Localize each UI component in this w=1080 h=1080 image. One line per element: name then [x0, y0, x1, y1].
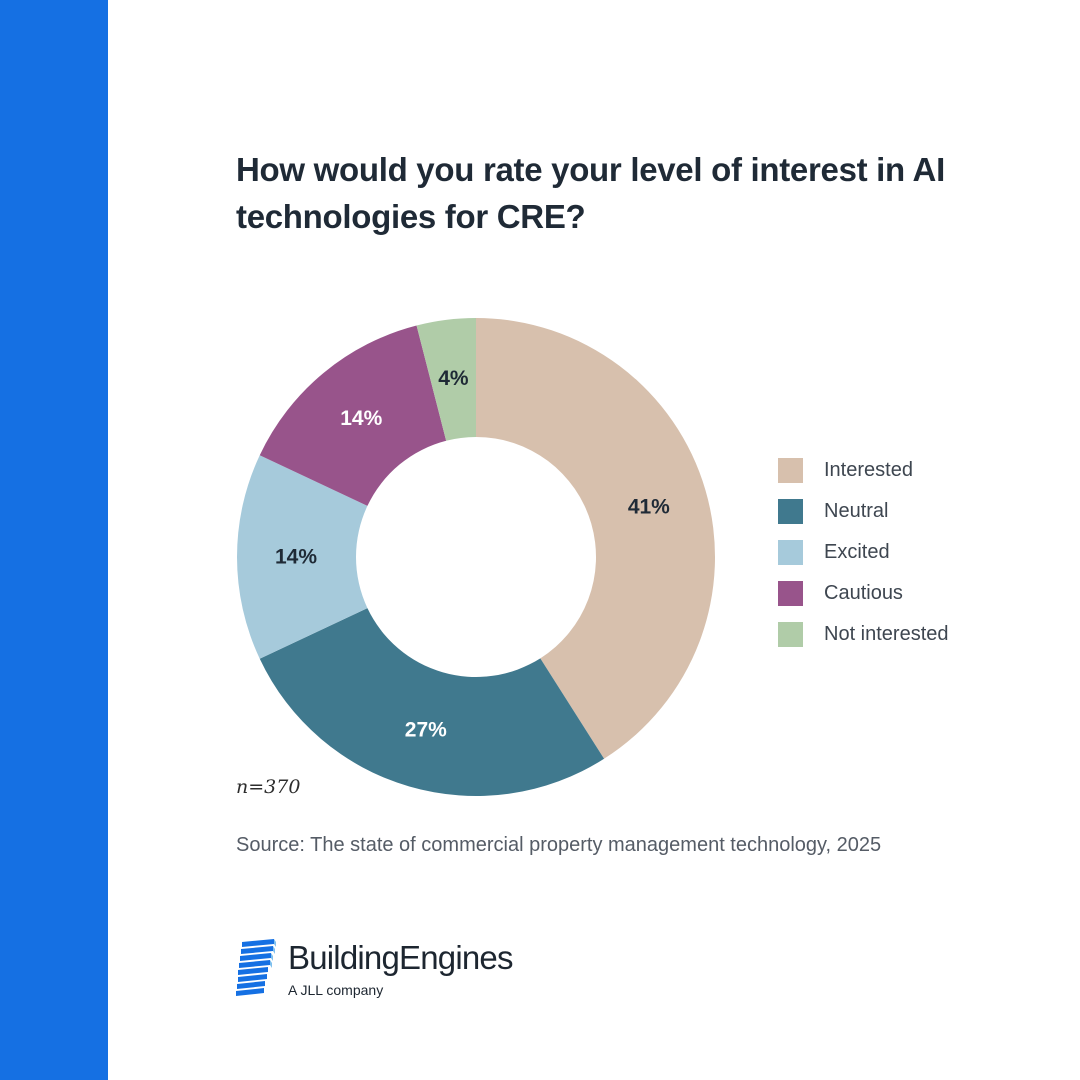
donut-slice-not-interested — [416, 318, 476, 441]
legend-label-interested: Interested — [824, 459, 913, 481]
donut-chart: 41% 27% 14% 14% 4% — [237, 318, 715, 796]
donut-slice-excited — [237, 455, 368, 659]
legend-item-not-interested: Not interested — [778, 614, 949, 655]
chart-legend: Interested Neutral Excited Cautious Not inte… — [778, 450, 949, 655]
legend-label-not-interested: Not interested — [824, 623, 949, 645]
legend-item-interested: Interested — [778, 450, 949, 491]
company-logo: BuildingEngines A JLL company — [236, 938, 513, 1000]
legend-label-cautious: Cautious — [824, 582, 903, 604]
legend-swatch-neutral — [778, 499, 803, 524]
donut-slice-neutral — [259, 608, 605, 796]
legend-label-excited: Excited — [824, 541, 890, 563]
chart-title: How would you rate your level of interes… — [236, 151, 945, 235]
legend-swatch-excited — [778, 540, 803, 565]
building-stripes-icon — [236, 939, 276, 996]
legend-label-neutral: Neutral — [824, 500, 889, 522]
legend-item-excited: Excited — [778, 532, 949, 573]
data-label-neutral: 27% — [405, 718, 447, 741]
sample-size: n=370 — [236, 776, 301, 798]
legend-swatch-cautious — [778, 581, 803, 606]
donut-slice-interested — [476, 318, 715, 759]
legend-swatch-not-interested — [778, 622, 803, 647]
legend-item-neutral: Neutral — [778, 491, 949, 532]
source-note: Source: The state of commercial property… — [236, 834, 882, 856]
brand-name: BuildingEngines — [288, 939, 513, 976]
data-label-not-interested: 4% — [438, 367, 469, 390]
donut-slice-cautious — [259, 325, 447, 506]
data-label-cautious: 14% — [340, 407, 382, 430]
legend-swatch-interested — [778, 458, 803, 483]
side-accent-bar — [0, 0, 108, 1080]
brand-tagline: A JLL company — [288, 982, 384, 998]
data-label-excited: 14% — [275, 546, 317, 569]
legend-item-cautious: Cautious — [778, 573, 949, 614]
data-label-interested: 41% — [628, 495, 670, 518]
